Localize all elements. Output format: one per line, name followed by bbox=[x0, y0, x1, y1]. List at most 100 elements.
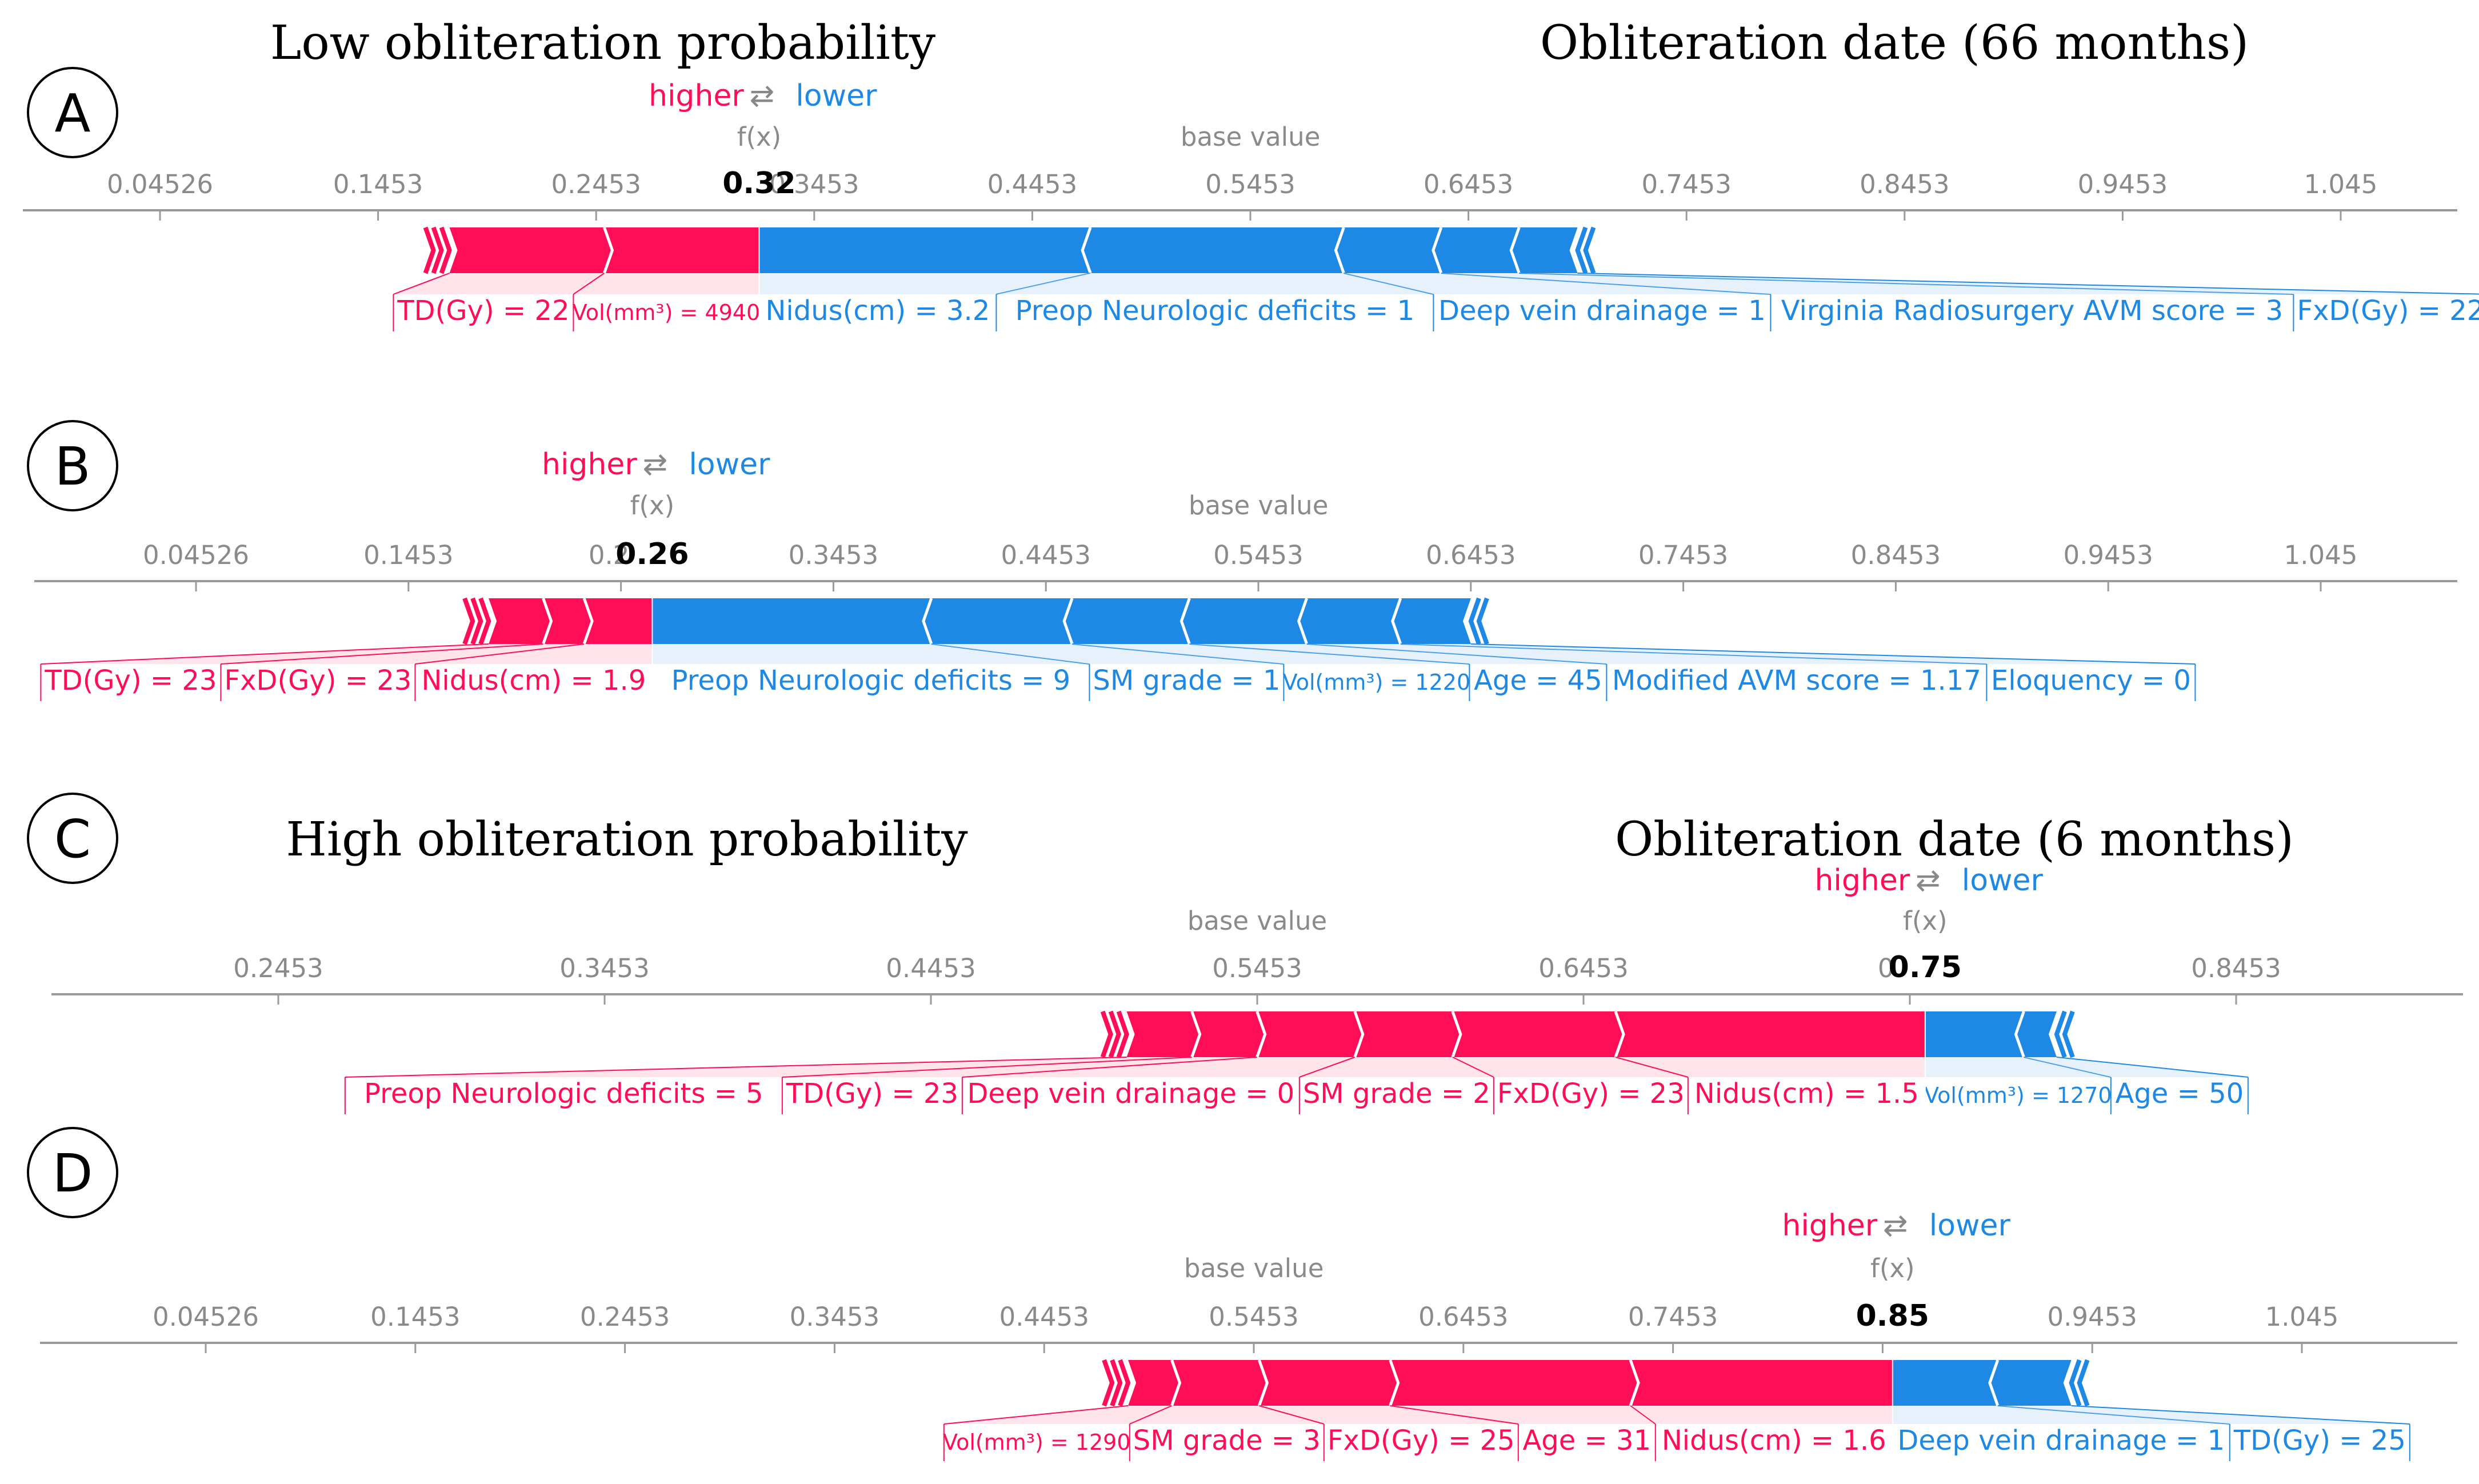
tick-label: 0.5453 bbox=[1212, 953, 1302, 983]
positive-bar-segment bbox=[1630, 1360, 1893, 1406]
negative-bar-segment bbox=[1082, 227, 1344, 273]
title-low-date: Obliteration date (66 months) bbox=[1540, 16, 2249, 70]
fx-value: 0.32 bbox=[722, 166, 795, 201]
positive-feature-label: TD(Gy) = 23 bbox=[786, 1078, 958, 1110]
tail-chevron bbox=[1583, 226, 1596, 274]
tick-label: 0.04526 bbox=[107, 169, 213, 199]
positive-feature-label: Vol(mm³) = 4940 bbox=[573, 300, 760, 325]
positive-bar-segment bbox=[584, 598, 653, 644]
negative-bar-segment bbox=[1925, 1011, 2024, 1057]
positive-bar-segment bbox=[1171, 1360, 1268, 1406]
positive-connector bbox=[1259, 1406, 1518, 1424]
tail-chevron bbox=[1116, 1010, 1129, 1058]
negative-bar-segment bbox=[2016, 1011, 2057, 1057]
tail-chevron bbox=[2054, 1010, 2067, 1058]
positive-bar-segment bbox=[604, 227, 759, 273]
chevron bbox=[1432, 227, 1443, 274]
tick-label: 0.6453 bbox=[1538, 953, 1628, 983]
plots: 0.04526 0.1453 0.2453 0.3453 0.4453 0.5453 0.6… bbox=[23, 79, 2479, 1461]
positive-bar-segment bbox=[489, 598, 551, 644]
svg-text:C: C bbox=[54, 809, 91, 870]
positive-connector bbox=[573, 273, 759, 294]
positive-bar-segment bbox=[1354, 1011, 1461, 1057]
tick-label: 0.8453 bbox=[1860, 169, 1949, 199]
tick-label: 0.04526 bbox=[143, 540, 249, 570]
tail-chevron bbox=[423, 226, 436, 274]
negative-connector bbox=[1189, 644, 1607, 664]
positive-feature-label: FxD(Gy) = 23 bbox=[1497, 1078, 1685, 1110]
chevron bbox=[582, 598, 594, 645]
label-connector bbox=[1630, 1405, 1656, 1425]
svg-text:B: B bbox=[54, 436, 90, 497]
tick-label: 0.7453 bbox=[1638, 540, 1728, 570]
tail-chevron bbox=[431, 226, 444, 274]
base-value-label: base value bbox=[1184, 1253, 1324, 1283]
tick-label: 1.045 bbox=[2304, 169, 2378, 199]
label-connector bbox=[2071, 1405, 2410, 1425]
label-connector bbox=[2056, 1057, 2248, 1078]
positive-feature-label: TD(Gy) = 23 bbox=[44, 665, 217, 697]
positive-feature-label: Nidus(cm) = 1.6 bbox=[1662, 1425, 1886, 1457]
chevron bbox=[1062, 598, 1074, 645]
fx-value: 0.85 bbox=[1856, 1299, 1929, 1333]
tail-chevron bbox=[1100, 1010, 1113, 1058]
negative-bar-segment bbox=[923, 598, 1073, 644]
positive-feature-label: TD(Gy) = 22 bbox=[397, 295, 569, 327]
chevron bbox=[922, 598, 933, 645]
tick-label: 1.045 bbox=[2265, 1302, 2339, 1332]
negative-feature-label: Vol(mm³) = 1220 bbox=[1283, 670, 1470, 695]
negative-feature-label: FxD(Gy) = 22 bbox=[2297, 295, 2479, 327]
legend-arrows: ⇄ bbox=[1916, 863, 1941, 898]
positive-connector bbox=[1129, 1406, 1324, 1424]
tail-chevron bbox=[462, 597, 475, 645]
negative-feature-label: TD(Gy) = 25 bbox=[2233, 1425, 2406, 1457]
panel-label-d: D bbox=[27, 1127, 118, 1218]
tick-label: 0.8453 bbox=[2191, 953, 2281, 983]
chevron bbox=[1451, 1011, 1462, 1058]
title-low-probability: Low obliteration probability bbox=[270, 16, 936, 70]
force-plot-c: 0.2453 0.3453 0.4453 0.5453 0.6453 0. 0.8453 Pr… bbox=[51, 863, 2463, 1114]
positive-feature-label: FxD(Gy) = 25 bbox=[1328, 1425, 1515, 1457]
label-connector bbox=[1299, 1057, 1356, 1078]
chevron bbox=[603, 227, 614, 274]
negative-feature-label: Eloquency = 0 bbox=[1991, 665, 2191, 697]
force-plot-b: 0.04526 0.1453 0.2 0.3453 0.4453 0.5453 0.6453… bbox=[34, 447, 2457, 701]
negative-feature-label: Preop Neurologic deficits = 9 bbox=[671, 665, 1071, 697]
negative-bar-segment bbox=[759, 227, 1091, 273]
legend-lower: lower bbox=[689, 447, 770, 482]
tick-label: 0.5453 bbox=[1205, 169, 1295, 199]
label-connector bbox=[1577, 273, 2479, 295]
base-value-label: base value bbox=[1189, 490, 1329, 521]
negative-connector bbox=[931, 644, 1284, 664]
tail-chevron bbox=[2062, 1010, 2075, 1058]
tail-chevron bbox=[439, 226, 452, 274]
positive-connector bbox=[415, 644, 653, 664]
chevron bbox=[1389, 1359, 1400, 1406]
positive-connector bbox=[41, 644, 543, 664]
fx-value: 0.26 bbox=[615, 537, 689, 571]
fx-value: 0.75 bbox=[1889, 950, 1962, 985]
negative-feature-label: Age = 45 bbox=[1474, 665, 1602, 697]
force-plot-a: 0.04526 0.1453 0.2453 0.3453 0.4453 0.5453 0.6… bbox=[23, 79, 2479, 331]
negative-bar-segment bbox=[652, 598, 931, 644]
negative-bar-segment bbox=[1892, 1360, 1998, 1406]
positive-connector bbox=[1452, 1057, 1688, 1077]
label-connector bbox=[943, 1405, 1129, 1425]
tick-label: 0.3453 bbox=[769, 169, 859, 199]
positive-bar-segment bbox=[1259, 1360, 1398, 1406]
tick-label: 0.8453 bbox=[1851, 540, 1941, 570]
chevron bbox=[1256, 1011, 1267, 1058]
fx-label: f(x) bbox=[1903, 906, 1948, 936]
tick-label: 0.4453 bbox=[999, 1302, 1089, 1332]
legend-lower: lower bbox=[1929, 1209, 2011, 1243]
label-connector bbox=[1452, 1057, 1494, 1078]
tick-label: 0.4453 bbox=[1001, 540, 1090, 570]
negative-feature-label: SM grade = 1 bbox=[1093, 665, 1280, 697]
chevron bbox=[1190, 1011, 1202, 1058]
negative-bar-segment bbox=[1433, 227, 1520, 273]
positive-feature-label: SM grade = 3 bbox=[1133, 1425, 1321, 1457]
tick-label: 0.4453 bbox=[987, 169, 1077, 199]
positive-feature-label: Deep vein drainage = 0 bbox=[967, 1078, 1294, 1110]
tail-chevron bbox=[1575, 226, 1588, 274]
chevron bbox=[1081, 227, 1092, 274]
